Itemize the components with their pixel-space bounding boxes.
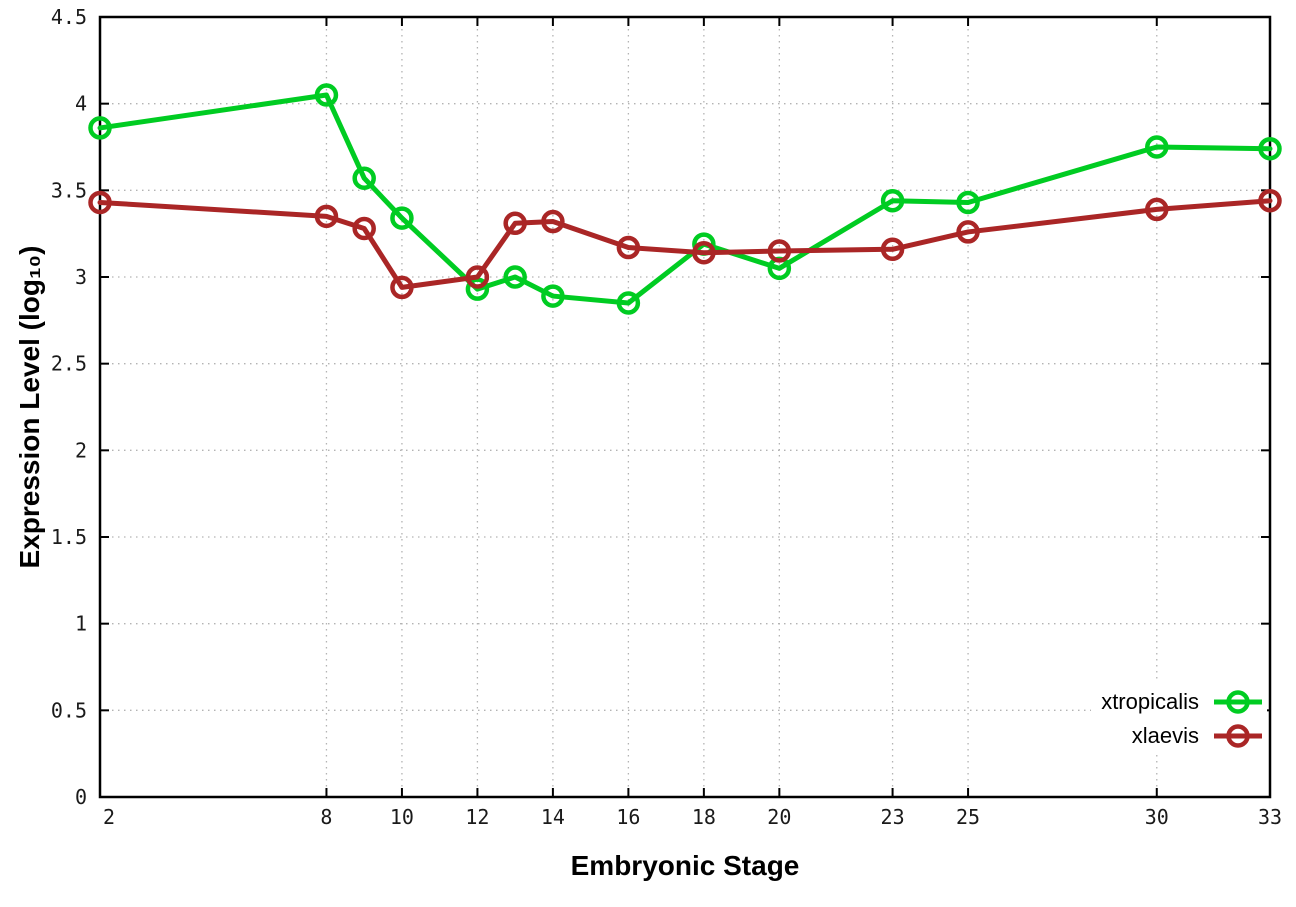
data-point-xlaevis bbox=[314, 204, 339, 229]
y-tick-label: 0.5 bbox=[51, 698, 87, 722]
data-point-xlaevis bbox=[692, 240, 716, 265]
plot-border bbox=[98, 15, 1272, 799]
x-tick-label: 2 bbox=[103, 805, 115, 829]
y-tick-label: 2 bbox=[75, 438, 87, 462]
x-tick-label: 12 bbox=[465, 805, 489, 829]
series-line-xtropicalis bbox=[97, 92, 1273, 306]
x-tick-label: 30 bbox=[1145, 805, 1169, 829]
y-tick-label: 2.5 bbox=[51, 352, 87, 376]
legend-item-xlaevis: xlaevis bbox=[1101, 719, 1265, 753]
data-point-xlaevis bbox=[352, 216, 376, 241]
data-point-xlaevis bbox=[1145, 197, 1169, 222]
data-point-xlaevis bbox=[88, 190, 112, 215]
data-point-xtropicalis bbox=[1258, 136, 1282, 161]
data-point-xtropicalis bbox=[88, 116, 112, 140]
y-tick-label: 4 bbox=[75, 92, 87, 116]
legend-marker-xtropicalis bbox=[1214, 690, 1262, 714]
data-point-xlaevis bbox=[541, 209, 565, 234]
data-point-xlaevis bbox=[956, 220, 980, 244]
data-point-xtropicalis bbox=[314, 83, 339, 107]
y-tick-label: 3 bbox=[75, 265, 87, 289]
x-tick-label: 23 bbox=[881, 805, 905, 829]
data-point-xlaevis bbox=[767, 239, 792, 263]
data-point-xlaevis bbox=[616, 235, 641, 260]
data-point-xtropicalis bbox=[352, 166, 376, 190]
data-point-xtropicalis bbox=[465, 277, 490, 301]
y-tick-label: 4.5 bbox=[51, 5, 87, 29]
data-point-xtropicalis bbox=[880, 188, 905, 213]
data-point-xlaevis bbox=[880, 237, 905, 262]
legend: xtropicalis xlaevis bbox=[1091, 683, 1267, 755]
y-axis-title: Expression Level (log₁₀) bbox=[14, 245, 45, 569]
legend-label-xlaevis: xlaevis bbox=[1131, 723, 1199, 748]
x-tick-label: 16 bbox=[616, 805, 640, 829]
y-tick-label: 1.5 bbox=[51, 525, 87, 549]
data-point-xtropicalis bbox=[503, 265, 527, 289]
x-tick-label: 8 bbox=[320, 805, 332, 829]
data-point-xlaevis bbox=[390, 275, 414, 300]
legend-label-xtropicalis: xtropicalis bbox=[1101, 689, 1199, 714]
x-tick-label: 10 bbox=[390, 805, 414, 829]
y-tick-label: 0 bbox=[75, 785, 87, 809]
x-tick-label: 25 bbox=[956, 805, 980, 829]
x-tick-label: 18 bbox=[692, 805, 716, 829]
y-tick-label: 3.5 bbox=[51, 178, 87, 202]
data-point-xlaevis bbox=[465, 265, 490, 289]
x-axis-title: Embryonic Stage bbox=[570, 850, 800, 881]
y-tick-label: 1 bbox=[75, 612, 87, 636]
x-tick-label: 33 bbox=[1258, 805, 1282, 829]
data-point-xtropicalis bbox=[541, 284, 565, 308]
legend-item-xtropicalis: xtropicalis bbox=[1101, 685, 1265, 719]
data-point-xlaevis bbox=[503, 211, 527, 236]
data-point-xlaevis bbox=[1258, 188, 1282, 213]
x-tick-label: 14 bbox=[541, 805, 565, 829]
series-line-xlaevis bbox=[97, 198, 1273, 290]
x-tick-label: 20 bbox=[767, 805, 791, 829]
data-point-xtropicalis bbox=[390, 206, 414, 230]
data-point-xtropicalis bbox=[616, 291, 641, 315]
data-point-xtropicalis bbox=[956, 190, 980, 215]
data-point-xtropicalis bbox=[1145, 135, 1169, 159]
legend-marker-xlaevis bbox=[1214, 724, 1262, 748]
